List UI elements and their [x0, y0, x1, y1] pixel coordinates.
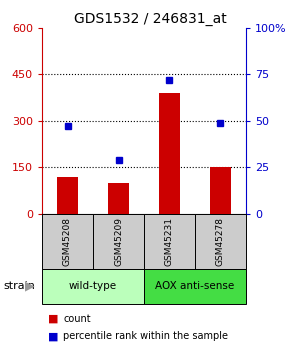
Bar [195, 214, 246, 269]
Bar [42, 269, 144, 304]
Bar [144, 214, 195, 269]
Text: count: count [63, 314, 91, 324]
Text: GSM45208: GSM45208 [63, 217, 72, 266]
Text: ▶: ▶ [25, 280, 35, 293]
Bar [93, 214, 144, 269]
Text: GDS1532 / 246831_at: GDS1532 / 246831_at [74, 12, 226, 26]
Text: GSM45231: GSM45231 [165, 217, 174, 266]
Text: percentile rank within the sample: percentile rank within the sample [63, 331, 228, 341]
Text: ■: ■ [48, 314, 58, 324]
Text: ■: ■ [48, 331, 58, 341]
Text: GSM45278: GSM45278 [216, 217, 225, 266]
Text: GSM45209: GSM45209 [114, 217, 123, 266]
Bar [42, 214, 93, 269]
Bar [159, 93, 180, 214]
Bar [144, 269, 246, 304]
Bar [57, 177, 78, 214]
Bar [108, 183, 129, 214]
Text: AOX anti-sense: AOX anti-sense [155, 282, 235, 291]
Text: strain: strain [3, 282, 35, 291]
Text: wild-type: wild-type [69, 282, 117, 291]
Bar [210, 167, 231, 214]
